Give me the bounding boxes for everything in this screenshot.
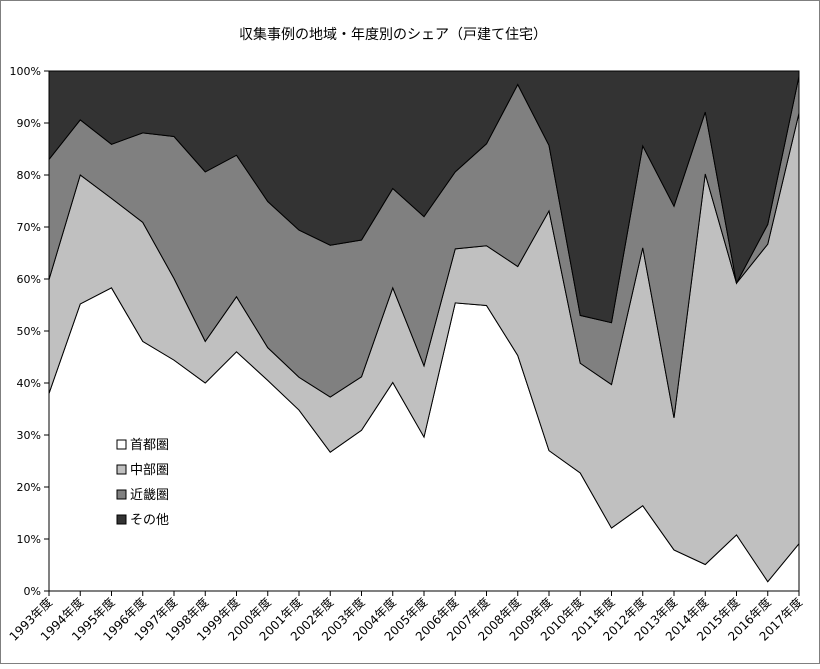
y-tick-label: 80% xyxy=(17,169,41,182)
y-tick-label: 0% xyxy=(24,585,41,598)
y-tick-label: 10% xyxy=(17,533,41,546)
y-tick-label: 70% xyxy=(17,221,41,234)
chart-title: 収集事例の地域・年度別のシェア（戸建て住宅） xyxy=(239,26,547,43)
legend-swatch xyxy=(116,489,127,500)
y-tick-label: 40% xyxy=(17,377,41,390)
x-axis: 1993年度1994年度1995年度1996年度1997年度1998年度1999… xyxy=(6,591,805,644)
legend-label: 中部圏 xyxy=(130,463,169,478)
y-tick-label: 20% xyxy=(17,481,41,494)
y-tick-label: 50% xyxy=(17,325,41,338)
legend-label: 近畿圏 xyxy=(130,488,169,503)
legend-label: 首都圏 xyxy=(130,438,169,453)
y-tick-label: 90% xyxy=(17,117,41,130)
y-tick-label: 30% xyxy=(17,429,41,442)
y-tick-label: 60% xyxy=(17,273,41,286)
legend-label: その他 xyxy=(130,513,169,528)
series-areas xyxy=(48,70,800,592)
legend-swatch xyxy=(116,464,127,475)
y-tick-label: 100% xyxy=(10,65,41,78)
y-axis: 0% 10% 20% 30% 40% 50% 60% 70% 80% 90% 100% xyxy=(10,65,49,598)
legend-swatch xyxy=(116,514,127,525)
legend-swatch xyxy=(116,439,127,450)
